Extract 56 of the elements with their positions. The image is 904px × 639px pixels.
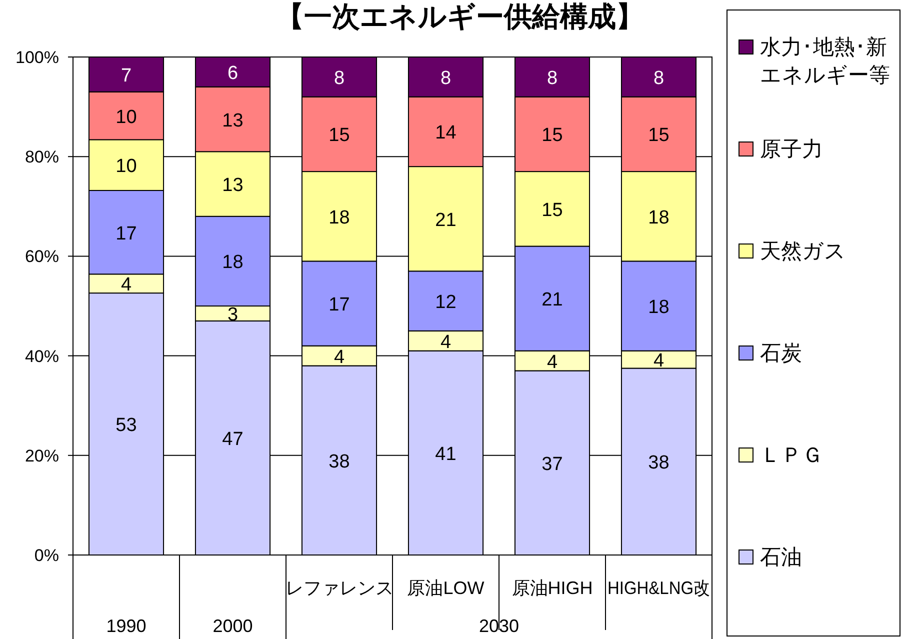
data-label: 15 (648, 125, 670, 146)
data-label: 15 (542, 200, 563, 221)
data-label: 21 (542, 290, 563, 311)
x-tick-label: 原油LOW (407, 578, 484, 598)
data-label: 3 (227, 304, 238, 326)
data-label: 4 (440, 332, 452, 353)
data-label: 17 (328, 294, 350, 316)
y-tick-label: 40% (24, 346, 59, 366)
data-label: 37 (542, 454, 563, 475)
data-label: 17 (116, 223, 137, 244)
data-label: 10 (116, 106, 137, 128)
data-label: 18 (648, 207, 670, 228)
legend-label: 石炭 (760, 342, 802, 365)
y-tick-label: 0% (34, 546, 59, 565)
data-label: 7 (120, 65, 132, 86)
data-label: 21 (435, 210, 456, 231)
legend-label: 天然ガス (760, 240, 846, 263)
data-label: 8 (440, 68, 452, 89)
x-tick-label: 原油HIGH (512, 578, 593, 598)
data-label: 18 (328, 207, 350, 228)
data-label: 4 (120, 274, 132, 296)
y-tick-label: 80% (24, 148, 59, 167)
data-label: 47 (222, 428, 244, 450)
data-label: 12 (435, 292, 456, 314)
x-tick-label: HIGH&LNG改 (608, 578, 720, 598)
data-label: 8 (546, 68, 558, 89)
data-label: 38 (648, 452, 670, 474)
data-label: 38 (328, 451, 350, 472)
y-tick-label: 60% (24, 247, 59, 266)
data-label: 18 (648, 297, 670, 318)
y-tick-label: 20% (24, 446, 59, 466)
legend-label: ＬＰＧ (760, 444, 823, 467)
legend-label: 石油 (760, 546, 802, 569)
data-label: 4 (546, 352, 558, 373)
legend-label: 水力･地熱･新エネルギー等 (760, 36, 890, 87)
data-label: 14 (435, 122, 457, 144)
legend-label: 原子力 (760, 138, 823, 161)
text: 1990 (106, 616, 146, 636)
data-label: 8 (653, 68, 664, 89)
y-tick-label: 100% (16, 48, 59, 67)
data-label: 4 (653, 350, 664, 372)
chart-title: 【一次エネルギー供給構成】 (276, 1, 644, 32)
data-label: 41 (435, 444, 456, 465)
data-label: 6 (227, 62, 238, 84)
data-label: 18 (222, 252, 244, 274)
data-label: 13 (222, 174, 244, 196)
data-label: 53 (116, 415, 137, 436)
data-label: 10 (116, 156, 137, 178)
x-tick-label: レファレンス (285, 578, 394, 598)
data-label: 13 (222, 110, 244, 132)
text: 2000 (212, 616, 253, 636)
data-label: 15 (542, 125, 563, 146)
data-label: 15 (328, 125, 350, 146)
data-label: 8 (334, 68, 345, 89)
data-label: 4 (334, 346, 345, 368)
text: 2030 (478, 616, 520, 636)
